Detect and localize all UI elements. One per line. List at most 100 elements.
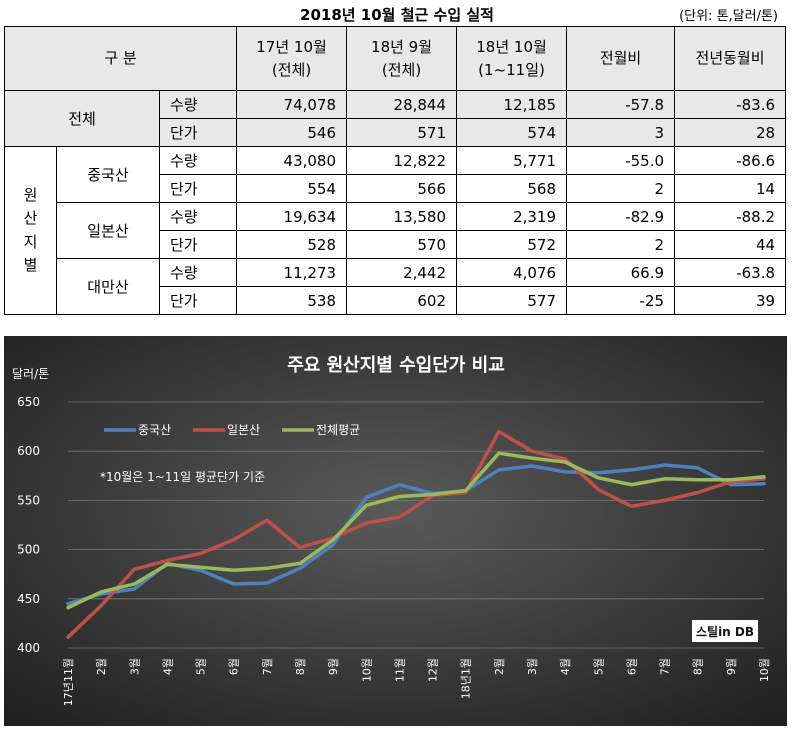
x-tick-label: 4월 xyxy=(161,658,174,675)
x-tick-label: 7월 xyxy=(261,658,274,675)
cell: -86.6 xyxy=(674,146,787,175)
legend-label: 일본산 xyxy=(227,423,260,437)
cell: 2 xyxy=(566,230,676,259)
x-tick-label: 2월 xyxy=(95,658,108,675)
table-row: 단가 546 571 574 3 28 xyxy=(5,118,787,147)
cell: 43,080 xyxy=(236,146,348,175)
svg-text:스틸in DB: 스틸in DB xyxy=(696,625,754,639)
x-tick-label: 2월 xyxy=(493,658,506,675)
series-line xyxy=(66,451,766,610)
y-tick-label: 650 xyxy=(17,395,40,409)
cell: 74,078 xyxy=(236,90,348,119)
import-table: 구 분 17년 10월 (전체) 18년 9월 (전체) 18년 10월 (1~11일… xyxy=(3,26,787,315)
x-tick-label: 6월 xyxy=(228,658,241,675)
header-col3: 18년 10월 (1~11일) xyxy=(456,26,568,91)
x-tick-label: 17년11월 xyxy=(62,658,75,706)
x-tick-label: 10월 xyxy=(360,658,373,682)
cell: 554 xyxy=(236,174,348,203)
y-axis-label: 달러/톤 xyxy=(12,367,49,381)
unit-note: (단위: 톤,달러/톤) xyxy=(679,9,778,24)
x-tick-label: 9월 xyxy=(327,658,340,675)
cell: -55.0 xyxy=(566,146,676,175)
table-header-row: 구 분 17년 10월 (전체) 18년 9월 (전체) 18년 10월 (1~11일… xyxy=(3,26,787,91)
x-tick-label: 9월 xyxy=(725,658,738,675)
cell: 39 xyxy=(674,286,787,315)
header-col1: 17년 10월 (전체) xyxy=(236,26,348,91)
cell: 28,844 xyxy=(346,90,458,119)
cell: 528 xyxy=(236,230,348,259)
x-tick-label: 8월 xyxy=(692,658,705,675)
cell: 572 xyxy=(456,230,568,259)
table-row: 일본산 수량 19,634 13,580 2,319 -82.9 -88.2 xyxy=(5,202,787,259)
cell: 5,771 xyxy=(456,146,568,175)
row-label-china: 중국산 xyxy=(56,146,160,203)
chart-background xyxy=(4,336,787,726)
row-label-taiwan: 대만산 xyxy=(56,258,160,315)
row-label-total: 전체 xyxy=(4,90,160,147)
chart-title: 주요 원산지별 수입단가 비교 xyxy=(287,354,505,376)
header-mom: 전월비 xyxy=(566,26,676,91)
y-tick-label: 600 xyxy=(17,444,40,458)
x-tick-label: 6월 xyxy=(625,658,638,675)
header-col2: 18년 9월 (전체) xyxy=(346,26,458,91)
cell: 28 xyxy=(674,118,787,147)
cell: 577 xyxy=(456,286,568,315)
metric-label: 수량 xyxy=(158,258,238,287)
cell: -88.2 xyxy=(674,202,787,231)
price-line-chart: 주요 원산지별 수입단가 비교 달러/톤 400450500550600650 … xyxy=(4,336,787,726)
metric-label: 단가 xyxy=(158,174,238,203)
cell: 2,319 xyxy=(456,202,568,231)
x-tick-label: 5월 xyxy=(195,658,208,675)
metric-label: 단가 xyxy=(158,286,238,315)
header-yoy: 전년동월비 xyxy=(674,26,787,91)
metric-label: 단가 xyxy=(158,118,238,147)
cell: 14 xyxy=(674,174,787,203)
metric-label: 수량 xyxy=(158,202,238,231)
metric-label: 수량 xyxy=(158,90,238,119)
x-tick-label: 8월 xyxy=(294,658,307,675)
cell: -63.8 xyxy=(674,258,787,287)
y-tick-label: 500 xyxy=(17,543,40,557)
cell: 546 xyxy=(236,118,348,147)
cell: 19,634 xyxy=(236,202,348,231)
cell: 13,580 xyxy=(346,202,458,231)
x-tick-label: 10월 xyxy=(758,658,771,682)
row-label-japan: 일본산 xyxy=(56,202,160,259)
y-tick-label: 450 xyxy=(17,592,40,606)
cell: -25 xyxy=(566,286,676,315)
cell: 571 xyxy=(346,118,458,147)
cell: 4,076 xyxy=(456,258,568,287)
table-row: 전체 수량 74,078 28,844 12,185 -57.8 -83.6 xyxy=(4,90,787,147)
x-tick-label: 11월 xyxy=(393,658,406,682)
cell: -82.9 xyxy=(566,202,676,231)
cell: 538 xyxy=(236,286,348,315)
x-tick-label: 3월 xyxy=(128,658,141,675)
table-row: 단가 554 566 568 2 14 xyxy=(5,174,787,203)
cell: 3 xyxy=(566,118,676,147)
chart-note: *10월은 1~11일 평균단가 기준 xyxy=(100,470,265,484)
x-tick-label: 12월 xyxy=(427,658,440,682)
x-tick-label: 3월 xyxy=(526,658,539,675)
cell: 566 xyxy=(346,174,458,203)
x-tick-label: 18년1월 xyxy=(460,658,473,699)
cell: 12,822 xyxy=(346,146,458,175)
legend-label: 중국산 xyxy=(138,423,171,437)
cell: 12,185 xyxy=(456,90,568,119)
y-tick-label: 550 xyxy=(17,493,40,507)
cell: 2 xyxy=(566,174,676,203)
table-row: 단가 528 570 572 2 44 xyxy=(5,230,787,259)
cell: 574 xyxy=(456,118,568,147)
header-category: 구 분 xyxy=(3,26,238,91)
cell: -57.8 xyxy=(566,90,676,119)
cell: 2,442 xyxy=(346,258,458,287)
series-line xyxy=(66,429,766,639)
x-tick-label: 7월 xyxy=(659,658,672,675)
legend-label: 전체평균 xyxy=(316,423,360,437)
cell: 602 xyxy=(346,286,458,315)
table-row: 대만산 수량 11,273 2,442 4,076 66.9 -63.8 xyxy=(5,258,787,315)
x-tick-label: 4월 xyxy=(559,658,572,675)
cell: 44 xyxy=(674,230,787,259)
cell: 568 xyxy=(456,174,568,203)
